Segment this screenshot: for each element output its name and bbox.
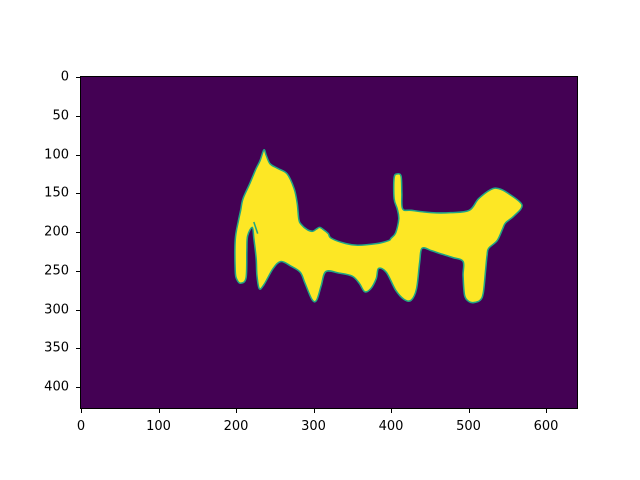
x-tick-mark <box>313 409 315 413</box>
y-tick-mark <box>76 232 80 234</box>
x-tick-mark <box>236 409 237 413</box>
x-tick-label: 300 <box>301 419 326 434</box>
y-tick-label: 400 <box>44 379 69 395</box>
y-tick-mark <box>76 270 80 272</box>
x-tick-label: 100 <box>146 419 171 434</box>
y-tick-mark <box>76 77 80 78</box>
y-tick-label: 250 <box>44 263 69 279</box>
x-tick-mark <box>546 409 547 413</box>
y-tick-mark <box>76 154 80 156</box>
mask-silhouette <box>234 148 523 304</box>
x-tick-label: 600 <box>533 419 559 434</box>
x-tick-mark <box>468 409 470 413</box>
x-tick-mark <box>81 409 82 413</box>
x-tick-mark <box>391 409 392 413</box>
y-tick-label: 350 <box>44 340 69 356</box>
y-tick-mark <box>76 309 80 311</box>
y-tick-label: 200 <box>44 224 69 240</box>
x-tick-label: 500 <box>456 419 481 434</box>
y-tick-label: 50 <box>52 108 69 124</box>
y-tick-mark <box>76 387 80 389</box>
y-tick-label: 150 <box>44 185 69 201</box>
plot-area <box>80 76 578 409</box>
y-tick-label: 100 <box>44 147 69 163</box>
y-tick-label: 300 <box>44 302 69 318</box>
mask-edge-sliver <box>253 221 259 234</box>
x-tick-mark <box>158 409 160 413</box>
y-tick-label: 0 <box>60 69 69 85</box>
y-tick-mark <box>76 193 80 195</box>
x-tick-label: 400 <box>378 419 404 434</box>
x-tick-label: 0 <box>76 419 86 434</box>
segmentation-mask-image <box>234 148 523 304</box>
y-tick-mark <box>76 115 80 117</box>
y-tick-mark <box>76 348 80 350</box>
x-tick-label: 200 <box>223 419 249 434</box>
